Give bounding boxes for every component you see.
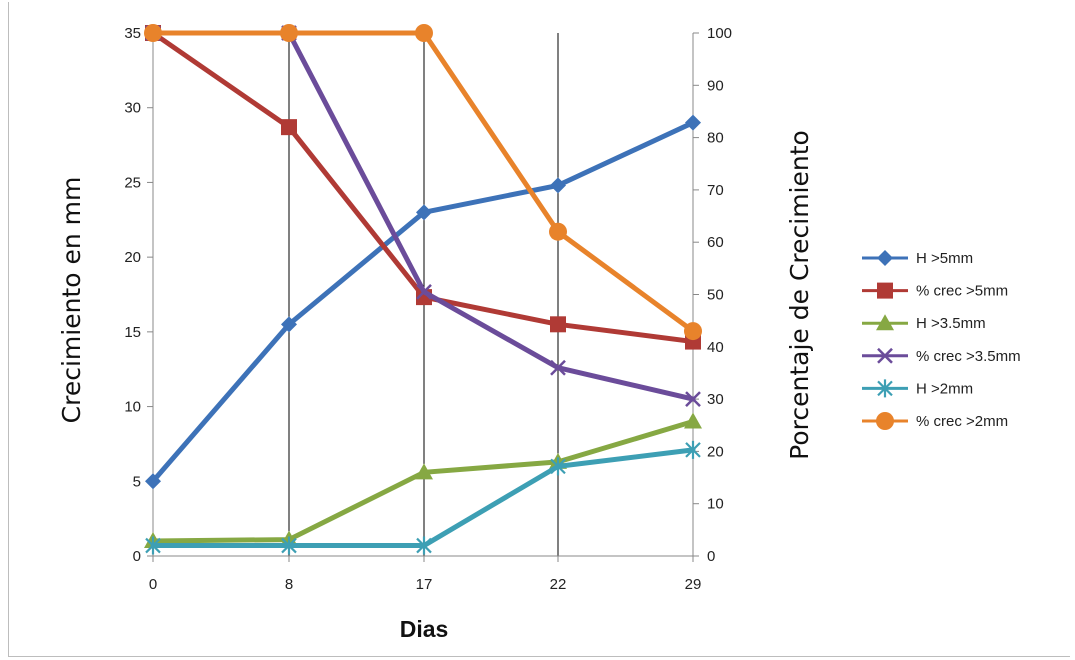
data-point-4-1 [281,536,297,555]
y-left-tick-label: 35 [124,25,141,42]
y-left-tick-label: 0 [133,548,141,565]
legend-item-2: H >3.5mm [862,314,986,332]
data-point-5-2 [415,24,433,42]
y-axis-left-label: Crecimiento en mm [57,177,86,424]
data-point-2-4 [684,412,702,429]
legend-label: % crec >2mm [916,413,1008,430]
legend-item-5: % crec >2mm [862,412,1008,430]
y-left-tick-label: 25 [124,174,141,191]
y-axis-right-label: Porcentaje de Crecimiento [785,130,814,460]
legend-label: H >2mm [916,380,973,397]
chart-frame [8,2,1070,657]
y-right-tick-label: 40 [707,339,724,356]
y-right-tick-label: 50 [707,287,724,304]
x-axis-label: Dias [400,616,449,642]
data-point-3-2 [416,284,432,300]
y-left-tick-label: 30 [124,100,141,117]
data-point-5-4 [684,322,702,341]
series-5 [144,24,702,341]
y-left-tick-label: 5 [133,473,141,490]
series-4 [145,440,701,555]
y-right-tick-label: 20 [707,443,724,460]
legend-marker [877,347,893,364]
data-point-2-2 [415,463,433,480]
data-point-4-4 [685,440,701,459]
data-point-0-0 [145,473,161,490]
data-point-4-3 [550,457,566,476]
legend-item-3: % crec >3.5mm [862,348,1021,365]
legend-item-1: % crec >5mm [862,282,1008,300]
data-point-5-3 [549,222,567,241]
x-tick-label: 22 [550,576,567,593]
x-tick-label: 29 [685,576,702,593]
legend-marker [877,379,893,398]
y-left-tick-label: 15 [124,324,141,341]
legend-label: H >5mm [916,250,973,267]
data-point-3-3 [550,359,566,376]
y-right-tick-label: 100 [707,25,732,42]
y-left-tick-label: 20 [124,249,141,266]
legend-item-4: H >2mm [862,379,973,398]
data-point-1-1 [281,119,297,136]
data-point-3-4 [685,391,701,407]
series-0 [145,114,701,490]
legend-label: H >3.5mm [916,315,986,332]
data-point-0-2 [416,204,432,221]
data-point-5-1 [280,24,298,42]
x-tick-label: 0 [149,576,157,593]
data-point-1-3 [550,316,566,333]
legend-label: % crec >5mm [916,283,1008,300]
series-line-2 [150,419,696,544]
y-right-tick-label: 70 [707,182,724,199]
y-right-tick-label: 60 [707,234,724,251]
y-right-tick-label: 90 [707,77,724,94]
legend: H >5mm % crec >5mm H >3.5mm % crec >3.5mm H … [862,250,1021,430]
data-point-0-4 [685,114,701,131]
data-point-0-1 [281,316,297,333]
y-left-tick-label: 10 [124,399,141,416]
y-right-tick-label: 80 [707,130,724,147]
legend-marker [877,250,893,266]
legend-label: % crec >3.5mm [916,348,1021,365]
series-1 [145,25,701,350]
legend-marker [876,412,894,430]
x-tick-label: 17 [416,576,433,593]
data-point-4-2 [416,536,432,555]
series-line-4 [150,447,696,549]
y-right-tick-label: 0 [707,548,715,565]
y-right-tick-label: 10 [707,496,724,513]
legend-marker [877,282,893,299]
legend-marker [876,314,894,331]
legend-item-0: H >5mm [862,250,973,267]
data-point-5-0 [144,24,162,42]
data-point-4-0 [145,536,161,555]
x-tick-label: 8 [285,576,293,593]
y-right-tick-label: 30 [707,391,724,408]
data-point-0-3 [550,177,566,194]
series-2 [144,412,702,549]
